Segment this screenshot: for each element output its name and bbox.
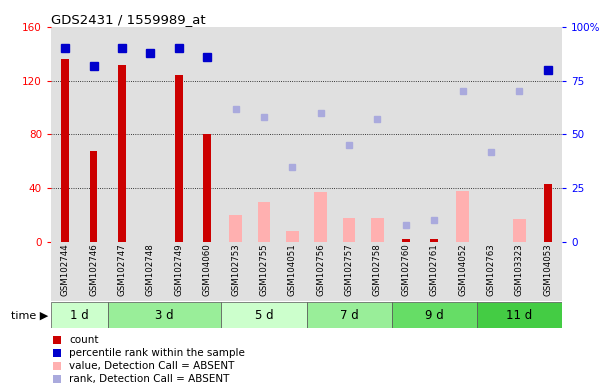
Text: GSM104060: GSM104060 bbox=[203, 243, 212, 296]
Bar bbox=[392, 302, 477, 328]
Bar bbox=[108, 302, 221, 328]
Bar bbox=[221, 27, 250, 242]
Bar bbox=[477, 302, 562, 328]
Bar bbox=[477, 27, 505, 242]
Bar bbox=[448, 242, 477, 301]
Text: GSM104053: GSM104053 bbox=[543, 243, 552, 296]
Bar bbox=[307, 27, 335, 242]
Bar bbox=[136, 27, 165, 242]
Text: GSM102763: GSM102763 bbox=[486, 243, 495, 296]
Text: 11 d: 11 d bbox=[506, 309, 532, 322]
Text: count: count bbox=[69, 335, 99, 345]
Bar bbox=[371, 218, 384, 242]
Text: time ▶: time ▶ bbox=[11, 310, 49, 320]
Bar bbox=[165, 242, 193, 301]
Bar bbox=[90, 151, 97, 242]
Text: GSM102756: GSM102756 bbox=[316, 243, 325, 296]
Bar bbox=[534, 27, 562, 242]
Bar bbox=[307, 242, 335, 301]
Text: GSM102748: GSM102748 bbox=[146, 243, 155, 296]
Bar bbox=[343, 218, 355, 242]
Bar bbox=[229, 215, 242, 242]
Bar bbox=[136, 242, 165, 301]
Bar bbox=[363, 242, 392, 301]
Bar bbox=[165, 27, 193, 242]
Bar bbox=[420, 242, 448, 301]
Bar bbox=[193, 27, 221, 242]
Text: GSM102753: GSM102753 bbox=[231, 243, 240, 296]
Bar bbox=[286, 231, 299, 242]
Bar bbox=[250, 27, 278, 242]
Bar bbox=[430, 239, 438, 242]
Text: GSM102760: GSM102760 bbox=[401, 243, 410, 296]
Bar bbox=[278, 242, 307, 301]
Text: value, Detection Call = ABSENT: value, Detection Call = ABSENT bbox=[69, 361, 234, 371]
Bar bbox=[392, 242, 420, 301]
Bar bbox=[278, 27, 307, 242]
Text: GSM102757: GSM102757 bbox=[344, 243, 353, 296]
Text: GSM102747: GSM102747 bbox=[118, 243, 127, 296]
Bar bbox=[477, 242, 505, 301]
Bar bbox=[51, 27, 79, 242]
Bar bbox=[175, 75, 183, 242]
Bar bbox=[118, 65, 126, 242]
Text: GSM102755: GSM102755 bbox=[260, 243, 269, 296]
Text: GDS2431 / 1559989_at: GDS2431 / 1559989_at bbox=[51, 13, 206, 26]
Bar bbox=[505, 27, 534, 242]
Text: percentile rank within the sample: percentile rank within the sample bbox=[69, 348, 245, 358]
Text: 3 d: 3 d bbox=[155, 309, 174, 322]
Bar bbox=[51, 302, 108, 328]
Text: rank, Detection Call = ABSENT: rank, Detection Call = ABSENT bbox=[69, 374, 230, 384]
Text: GSM103323: GSM103323 bbox=[515, 243, 524, 296]
Text: GSM102746: GSM102746 bbox=[89, 243, 98, 296]
Text: GSM104051: GSM104051 bbox=[288, 243, 297, 296]
Bar bbox=[61, 59, 69, 242]
Text: GSM102761: GSM102761 bbox=[430, 243, 439, 296]
Bar bbox=[203, 134, 211, 242]
Text: 5 d: 5 d bbox=[255, 309, 273, 322]
Bar bbox=[79, 27, 108, 242]
Bar bbox=[250, 242, 278, 301]
Bar bbox=[193, 242, 221, 301]
Bar bbox=[314, 192, 327, 242]
Text: GSM102744: GSM102744 bbox=[61, 243, 70, 296]
Bar bbox=[335, 242, 363, 301]
Text: GSM102749: GSM102749 bbox=[174, 243, 183, 296]
Bar bbox=[51, 242, 79, 301]
Bar bbox=[108, 242, 136, 301]
Text: 7 d: 7 d bbox=[340, 309, 358, 322]
Text: GSM104052: GSM104052 bbox=[458, 243, 467, 296]
Bar bbox=[456, 191, 469, 242]
Text: 9 d: 9 d bbox=[425, 309, 444, 322]
Bar bbox=[221, 242, 250, 301]
Bar bbox=[402, 239, 410, 242]
Bar bbox=[363, 27, 392, 242]
Text: GSM102758: GSM102758 bbox=[373, 243, 382, 296]
Text: 1 d: 1 d bbox=[70, 309, 89, 322]
Bar bbox=[221, 302, 307, 328]
Bar bbox=[108, 27, 136, 242]
Bar bbox=[335, 27, 363, 242]
Bar bbox=[544, 184, 552, 242]
Bar bbox=[258, 202, 270, 242]
Bar bbox=[448, 27, 477, 242]
Bar bbox=[79, 242, 108, 301]
Bar bbox=[513, 219, 526, 242]
Bar bbox=[534, 242, 562, 301]
Bar bbox=[307, 302, 392, 328]
Bar bbox=[505, 242, 534, 301]
Bar bbox=[392, 27, 420, 242]
Bar bbox=[420, 27, 448, 242]
